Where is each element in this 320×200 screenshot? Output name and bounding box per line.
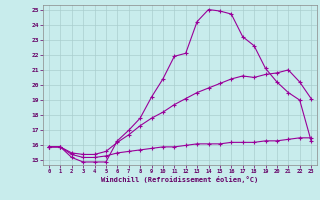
X-axis label: Windchill (Refroidissement éolien,°C): Windchill (Refroidissement éolien,°C) <box>101 176 259 183</box>
